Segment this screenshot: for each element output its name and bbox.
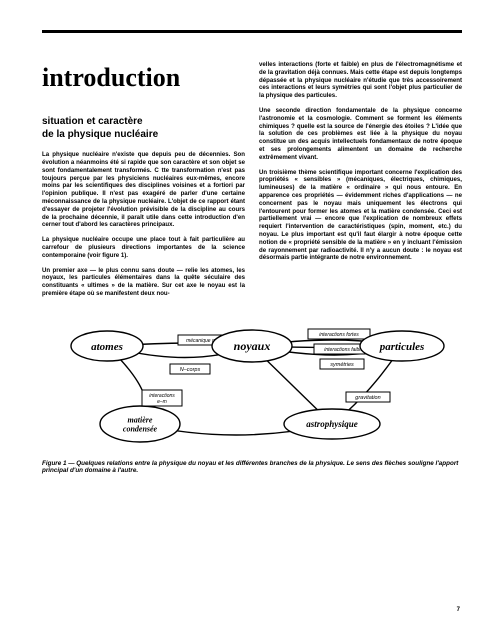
paragraph: Un troisième thème scientifique importan… <box>259 169 462 263</box>
svg-text:matière: matière <box>128 415 153 424</box>
svg-text:particules: particules <box>379 341 425 353</box>
svg-text:N–corps: N–corps <box>180 367 201 373</box>
section-subtitle: situation et caractère de la physique nu… <box>42 116 245 141</box>
svg-text:atomes: atomes <box>91 341 123 353</box>
page-frame: introduction situation et caractère de l… <box>42 30 462 615</box>
svg-text:noyaux: noyaux <box>234 339 271 353</box>
paragraph: velles interactions (forte et faible) en… <box>259 61 462 100</box>
paragraph: La physique nucléaire n'existe que depui… <box>42 151 245 229</box>
paragraph: La physique nucléaire occupe une place t… <box>42 236 245 259</box>
svg-text:e–m: e–m <box>157 399 167 405</box>
svg-text:astrophysique: astrophysique <box>306 419 358 429</box>
svg-text:gravitation: gravitation <box>355 395 380 401</box>
page-number: 7 <box>457 607 460 613</box>
figure-caption: Figure 1 — Quelques relations entre la p… <box>42 460 462 474</box>
figure-diagram: mécanique quantiqueN–corpsinteractionse–… <box>42 306 462 451</box>
paragraph: Un premier axe — le plus connu sans dout… <box>42 267 245 298</box>
svg-text:symétries: symétries <box>330 362 354 368</box>
paragraph: Une seconde direction fondamentale de la… <box>259 107 462 162</box>
figure-1: mécanique quantiqueN–corpsinteractionse–… <box>42 306 462 474</box>
svg-text:interactions fortes: interactions fortes <box>319 332 359 338</box>
text-columns: introduction situation et caractère de l… <box>42 61 462 298</box>
svg-text:condensée: condensée <box>123 424 158 433</box>
page-title: introduction <box>42 61 245 94</box>
